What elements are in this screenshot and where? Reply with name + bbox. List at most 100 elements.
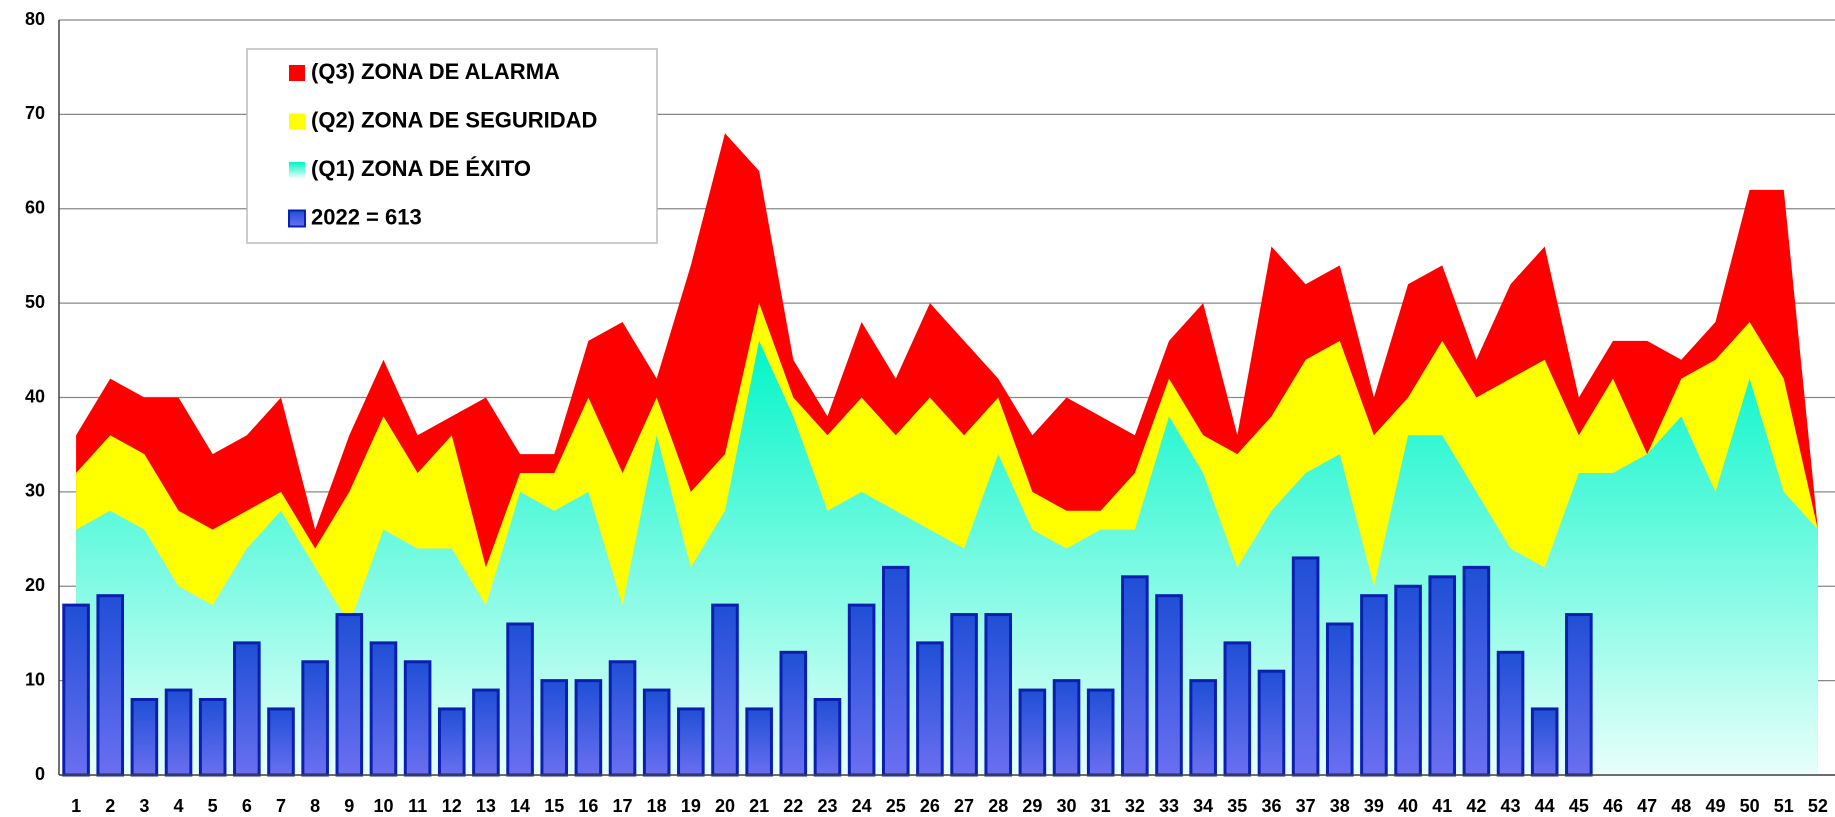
x-tick-label: 26 bbox=[920, 796, 940, 816]
bar bbox=[1257, 669, 1286, 777]
x-tick-label: 4 bbox=[174, 796, 184, 816]
x-tick-label: 49 bbox=[1705, 796, 1725, 816]
x-tick-label: 27 bbox=[954, 796, 974, 816]
bar bbox=[540, 679, 569, 777]
x-tick-label: 42 bbox=[1466, 796, 1486, 816]
bar bbox=[267, 707, 295, 777]
x-tick-label: 20 bbox=[715, 796, 735, 816]
bar bbox=[950, 613, 978, 777]
legend-box bbox=[246, 48, 658, 244]
bar bbox=[1155, 594, 1183, 777]
x-tick-label: 33 bbox=[1159, 796, 1179, 816]
x-tick-label: 1 bbox=[71, 796, 81, 816]
legend: (Q3) ZONA DE ALARMA (Q2) ZONA DE SEGURIDA… bbox=[246, 48, 658, 244]
x-tick-label: 6 bbox=[242, 796, 252, 816]
bar bbox=[1565, 613, 1593, 777]
x-tick-label: 17 bbox=[613, 796, 633, 816]
x-tick-label: 25 bbox=[886, 796, 906, 816]
x-tick-label: 45 bbox=[1569, 796, 1589, 816]
x-tick-label: 35 bbox=[1227, 796, 1247, 816]
bar bbox=[472, 688, 500, 777]
bar bbox=[881, 565, 910, 777]
bar bbox=[1052, 679, 1081, 777]
legend-label: 2022 = 613 bbox=[311, 204, 422, 229]
bar bbox=[1189, 679, 1217, 777]
y-tick-label: 50 bbox=[25, 292, 45, 312]
bar bbox=[1394, 584, 1422, 777]
x-tick-label: 21 bbox=[749, 796, 769, 816]
x-tick-label: 16 bbox=[578, 796, 598, 816]
bar bbox=[335, 613, 364, 777]
bar bbox=[1223, 641, 1252, 777]
legend-label: (Q1) ZONA DE ÉXITO bbox=[311, 156, 531, 181]
bar bbox=[198, 698, 227, 777]
y-tick-label: 0 bbox=[35, 764, 45, 784]
x-tick-label: 50 bbox=[1740, 796, 1760, 816]
x-tick-label: 5 bbox=[208, 796, 218, 816]
x-tick-label: 19 bbox=[681, 796, 701, 816]
x-tick-label: 32 bbox=[1125, 796, 1145, 816]
x-tick-label: 34 bbox=[1193, 796, 1213, 816]
legend-swatch bbox=[288, 209, 306, 228]
bar bbox=[711, 603, 739, 777]
x-tick-label: 44 bbox=[1535, 796, 1555, 816]
bar bbox=[1496, 650, 1525, 777]
x-tick-label: 7 bbox=[276, 796, 286, 816]
x-tick-label: 3 bbox=[139, 796, 149, 816]
x-tick-label: 30 bbox=[1057, 796, 1077, 816]
legend-label: (Q3) ZONA DE ALARMA bbox=[311, 59, 560, 84]
x-tick-label: 40 bbox=[1398, 796, 1418, 816]
x-tick-label: 38 bbox=[1330, 796, 1350, 816]
legend-swatch bbox=[289, 65, 305, 81]
bar bbox=[96, 594, 125, 777]
x-tick-label: 9 bbox=[344, 796, 354, 816]
x-tick-label: 11 bbox=[408, 796, 427, 816]
bar bbox=[1530, 707, 1559, 777]
bar bbox=[1086, 688, 1115, 777]
bar bbox=[1428, 575, 1457, 777]
bar bbox=[916, 641, 944, 777]
bar bbox=[506, 622, 534, 777]
x-tick-label: 46 bbox=[1603, 796, 1623, 816]
bar bbox=[62, 603, 90, 777]
x-tick-label: 10 bbox=[373, 796, 393, 816]
bar bbox=[403, 660, 432, 777]
bar bbox=[984, 613, 1013, 777]
bar bbox=[1018, 688, 1047, 777]
y-tick-label: 70 bbox=[25, 103, 45, 123]
bar bbox=[164, 688, 193, 777]
x-tick-label: 41 bbox=[1432, 796, 1452, 816]
y-tick-label: 10 bbox=[25, 669, 45, 689]
bar bbox=[369, 641, 398, 777]
bar bbox=[130, 698, 159, 777]
x-tick-label: 22 bbox=[783, 796, 803, 816]
y-tick-label: 30 bbox=[25, 481, 45, 501]
bar bbox=[574, 679, 603, 777]
x-tick-label: 2 bbox=[105, 796, 115, 816]
bar bbox=[847, 603, 876, 777]
bar bbox=[813, 698, 842, 777]
bar bbox=[779, 650, 808, 777]
x-tick-label: 51 bbox=[1774, 796, 1794, 816]
x-tick-label: 18 bbox=[647, 796, 667, 816]
x-tick-label: 48 bbox=[1671, 796, 1691, 816]
bar bbox=[233, 641, 261, 777]
x-tick-label: 12 bbox=[442, 796, 462, 816]
y-tick-label: 80 bbox=[25, 9, 45, 29]
bar bbox=[642, 688, 671, 777]
x-tick-label: 24 bbox=[852, 796, 872, 816]
x-tick-label: 43 bbox=[1501, 796, 1521, 816]
y-tick-label: 60 bbox=[25, 198, 45, 218]
bar bbox=[437, 707, 466, 777]
x-tick-label: 52 bbox=[1808, 796, 1828, 816]
x-tick-label: 36 bbox=[1261, 796, 1281, 816]
bar bbox=[1462, 565, 1491, 777]
x-tick-label: 13 bbox=[476, 796, 496, 816]
x-tick-label: 15 bbox=[544, 796, 564, 816]
bar bbox=[608, 660, 637, 777]
bar bbox=[677, 707, 705, 777]
bar bbox=[1121, 575, 1149, 777]
x-tick-label: 14 bbox=[510, 796, 530, 816]
